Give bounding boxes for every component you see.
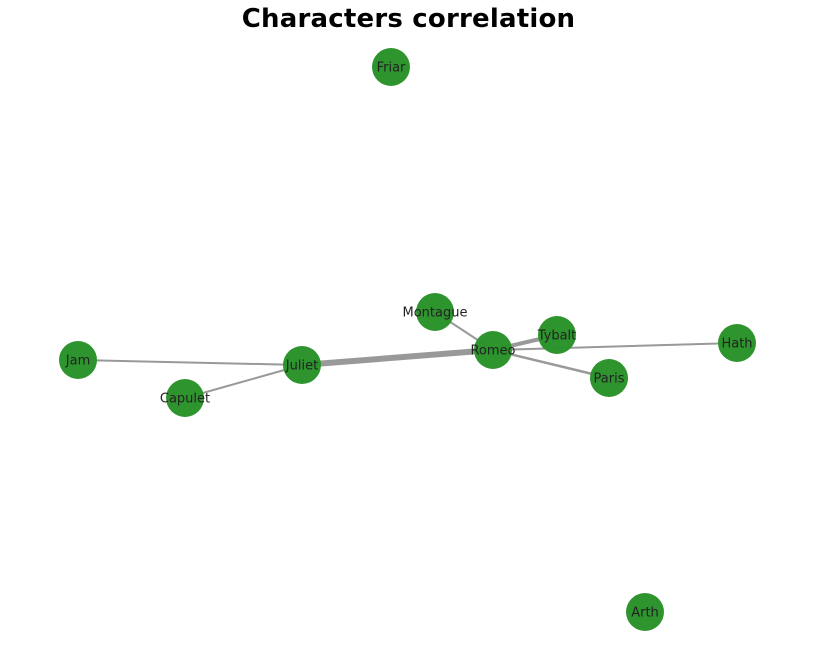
node-montague: Montague	[403, 293, 468, 331]
node-jam: Jam	[59, 341, 97, 379]
node-friar: Friar	[372, 48, 410, 86]
node-label-arth: Arth	[631, 606, 659, 621]
node-arth: Arth	[626, 593, 664, 631]
node-circle-montague	[416, 293, 454, 331]
node-capulet: Capulet	[160, 379, 210, 417]
node-circle-friar	[372, 48, 410, 86]
node-label-romeo: Romeo	[470, 344, 515, 359]
edge-romeo-paris	[491, 348, 611, 380]
nodes-layer: Friar Montague Tybalt Romeo Hath Jam Juliet Par…	[59, 48, 756, 631]
edge-capulet-juliet	[184, 364, 303, 399]
node-label-paris: Paris	[594, 372, 625, 387]
node-tybalt: Tybalt	[537, 316, 577, 354]
edge-juliet-romeo	[299, 347, 496, 368]
node-circle-hath	[718, 324, 756, 362]
node-circle-tybalt	[538, 316, 576, 354]
node-circle-romeo	[474, 331, 512, 369]
edges-layer	[77, 311, 738, 399]
node-romeo: Romeo	[470, 331, 516, 369]
node-circle-juliet	[283, 346, 321, 384]
node-circle-paris	[590, 359, 628, 397]
node-paris: Paris	[590, 359, 628, 397]
node-juliet: Juliet	[283, 346, 321, 384]
edge-romeo-hath	[492, 342, 738, 351]
node-label-jam: Jam	[65, 354, 90, 369]
chart-title: Characters correlation	[241, 4, 576, 34]
node-label-friar: Friar	[377, 61, 406, 76]
node-circle-jam	[59, 341, 97, 379]
node-label-capulet: Capulet	[160, 392, 210, 407]
node-label-tybalt: Tybalt	[537, 329, 577, 344]
edge-jam-juliet	[77, 359, 303, 366]
node-label-juliet: Juliet	[285, 359, 318, 374]
node-hath: Hath	[718, 324, 756, 362]
node-circle-arth	[626, 593, 664, 631]
node-label-hath: Hath	[721, 337, 752, 352]
node-label-montague: Montague	[403, 306, 468, 321]
node-circle-capulet	[166, 379, 204, 417]
